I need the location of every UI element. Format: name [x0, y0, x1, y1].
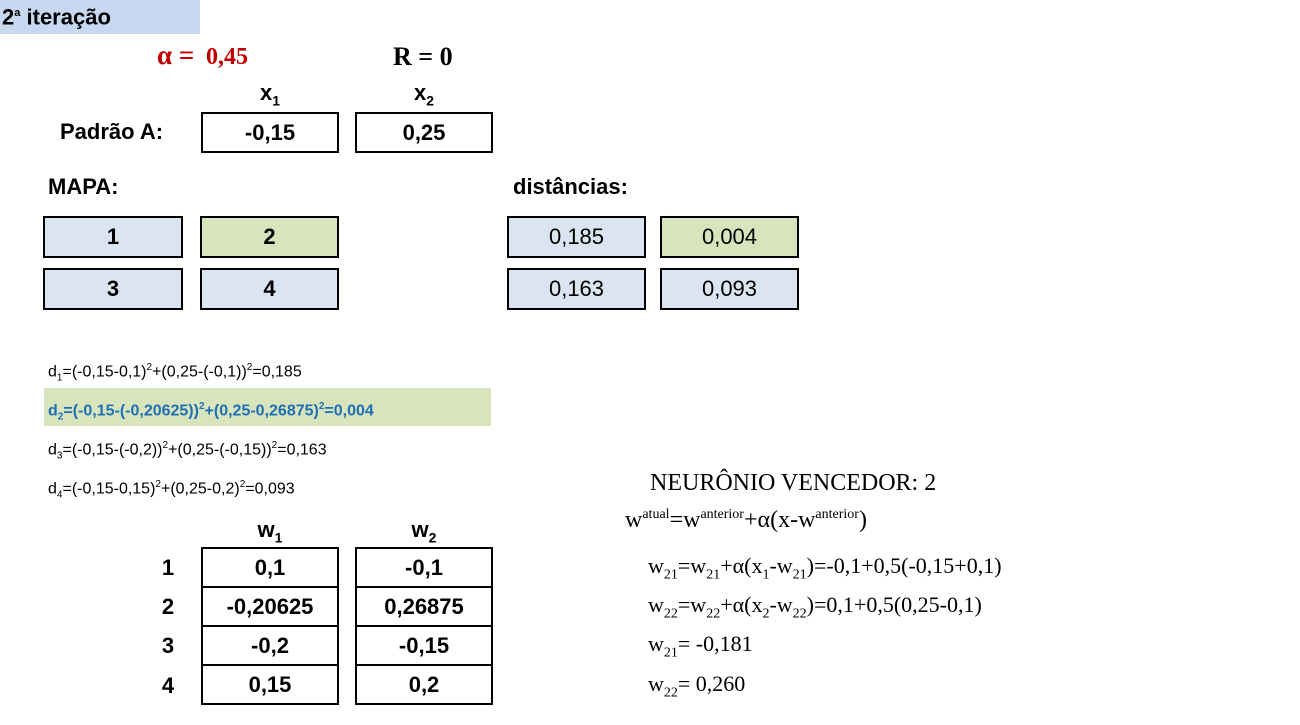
distances-label: distâncias: — [513, 174, 628, 199]
w1-cell-2: -0,20625 — [201, 586, 339, 627]
w2-cell-2: 0,26875 — [355, 586, 493, 627]
w2-cell-3: -0,15 — [355, 625, 493, 666]
distance-formula-4: d4=(-0,15-0,15)2+(0,25-0,2)2=0,093 — [48, 479, 295, 501]
x2-header: x2 — [413, 80, 435, 109]
w1-cell-4: 0,15 — [201, 664, 339, 705]
alpha-symbol: α = — [157, 40, 195, 70]
w1-header: w1 — [257, 517, 283, 546]
winner-title: NEURÔNIO VENCEDOR: 2 — [650, 470, 937, 496]
w2-header: w2 — [411, 517, 437, 546]
weight-row-label-1: 1 — [161, 555, 175, 580]
map-cell-4: 4 — [200, 268, 339, 310]
distance-formula-1: d1=(-0,15-0,1)2+(0,25-(-0,1))2=0,185 — [48, 362, 302, 384]
ordinal-sup: a — [14, 7, 21, 19]
w1-cell-1: 0,1 — [201, 547, 339, 588]
map-cell-3: 3 — [43, 268, 183, 310]
iteration-number: 2 — [2, 4, 15, 30]
iteration-title: 2a iteração — [0, 0, 200, 34]
weight-row-label-3: 3 — [161, 633, 175, 658]
weight-row-label-2: 2 — [161, 594, 175, 619]
x1-header: x1 — [259, 80, 281, 109]
winner-highlight — [44, 388, 491, 426]
result-w21: w21= -0,181 — [648, 631, 753, 661]
distance-formula-2: d2=(-0,15-(-0,20625))2+(0,25-0,26875)2=0… — [48, 401, 374, 423]
distance-cell-4: 0,093 — [660, 268, 799, 310]
update-rule: watual=wanterior+α(x-wanterior) — [625, 507, 867, 533]
pattern-label: Padrão A: — [60, 119, 164, 144]
update-line-w22: w22=w22+α(x2-w22)=0,1+0,5(0,25-0,1) — [648, 592, 982, 622]
w1-cell-3: -0,2 — [201, 625, 339, 666]
distance-cell-1: 0,185 — [507, 216, 646, 258]
weight-row-label-4: 4 — [161, 673, 175, 698]
result-w22: w22= 0,260 — [648, 671, 746, 701]
distance-cell-3: 0,163 — [507, 268, 646, 310]
x1-value-cell: -0,15 — [201, 112, 339, 153]
map-cell-1: 1 — [43, 216, 183, 258]
distance-formula-3: d3=(-0,15-(-0,2))2+(0,25-(-0,15))2=0,163 — [48, 440, 327, 462]
distance-cell-2: 0,004 — [660, 216, 799, 258]
radius-label: R = 0 — [393, 42, 453, 71]
map-label: MAPA: — [48, 174, 119, 199]
alpha-value: 0,45 — [206, 44, 248, 70]
w2-cell-1: -0,1 — [355, 547, 493, 588]
update-line-w21: w21=w21+α(x1-w21)=-0,1+0,5(-0,15+0,1) — [648, 553, 1002, 583]
iteration-text: iteração — [26, 4, 111, 30]
x2-value-cell: 0,25 — [355, 112, 493, 153]
map-cell-2: 2 — [200, 216, 339, 258]
w2-cell-4: 0,2 — [355, 664, 493, 705]
